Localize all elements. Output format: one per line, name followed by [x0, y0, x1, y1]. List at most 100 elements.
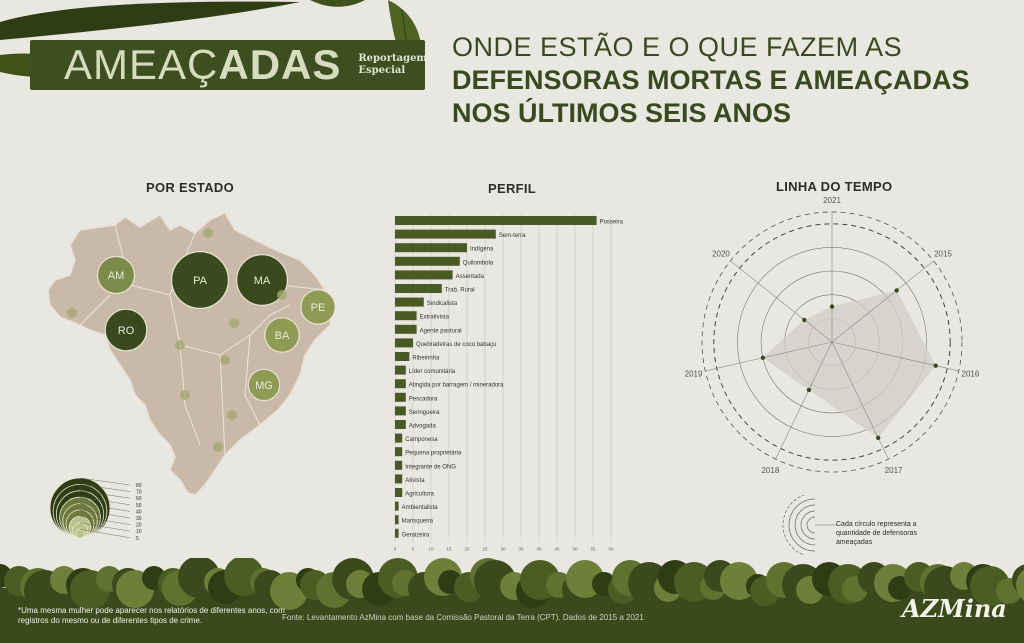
state-dot	[180, 390, 190, 400]
legend-value: 70	[136, 490, 142, 496]
banner-subtitle: Reportagem Especial	[358, 53, 428, 76]
headline-line-1: ONDE ESTÃO E O QUE FAZEM AS	[452, 32, 903, 62]
state-bubble-ba	[264, 317, 300, 353]
bar-label: Seringueira	[409, 410, 440, 416]
timeline-radar-chart: 2021 2015 2016 2017 2018 2019 2020	[685, 196, 980, 475]
bar	[395, 324, 417, 334]
bar-label: Ativista	[405, 478, 425, 484]
radar-point	[894, 288, 899, 293]
state-dot	[175, 340, 185, 350]
bar	[395, 256, 460, 266]
x-tick-label: 10	[428, 546, 434, 551]
legend-value: 5	[136, 536, 139, 542]
state-label-pa: PA	[193, 275, 208, 287]
bar	[395, 365, 406, 375]
state-dot	[277, 290, 287, 300]
bar	[395, 379, 406, 389]
state-dot	[67, 308, 77, 318]
bar	[395, 488, 403, 497]
legend-value: 40	[136, 509, 142, 515]
radar-year-label: 2021	[823, 196, 841, 205]
x-tick-label: 20	[464, 546, 470, 551]
radar-axis	[775, 341, 833, 460]
legend-ring	[806, 516, 816, 534]
radar-area	[762, 290, 936, 438]
bar-label: Camponesa	[405, 437, 438, 443]
radar-axis	[705, 341, 833, 372]
azmina-logo: AZMina	[902, 594, 1007, 623]
x-tick-label: 35	[518, 546, 524, 551]
bar	[395, 284, 442, 293]
x-tick-label: 40	[536, 546, 542, 551]
legend-ring	[788, 498, 816, 552]
legend-value: 80	[136, 483, 142, 489]
x-tick-label: 0	[394, 546, 397, 551]
legend-leader	[79, 490, 131, 499]
profile-section-title: PERFIL	[488, 181, 537, 196]
bar	[395, 406, 406, 416]
state-label-ro: RO	[118, 325, 135, 337]
x-tick-label: 5	[412, 546, 415, 551]
bar-label: Quebradeiras de coco babaçu	[416, 342, 496, 348]
radar-ring-legend	[782, 495, 838, 555]
bar-label: Pescadora	[409, 396, 438, 402]
radar-point	[806, 387, 812, 393]
legend-leader	[79, 497, 131, 505]
legend-leader	[79, 529, 131, 538]
state-bubble-am	[96, 255, 136, 295]
bar	[395, 501, 399, 511]
radar-year-label: 2018	[761, 466, 779, 475]
state-label-am: AM	[108, 270, 125, 282]
x-tick-label: 50	[572, 546, 578, 551]
map-section-title: POR ESTADO	[146, 180, 234, 195]
bar	[395, 447, 403, 457]
source-credit: Fonte: Levantamento AzMina com base da C…	[282, 613, 644, 622]
legend-leader	[79, 484, 131, 492]
headline-line-3: NOS ÚLTIMOS SEIS ANOS	[452, 98, 792, 128]
bar	[395, 297, 424, 307]
state-dot	[229, 318, 239, 328]
x-tick-label: 60	[608, 546, 614, 551]
bar-label: Agricultora	[405, 492, 434, 498]
state-dot	[203, 228, 213, 238]
bar	[395, 474, 403, 484]
radar-year-label: 2020	[712, 249, 730, 258]
bar	[395, 515, 399, 525]
bar-label: Indígena	[470, 247, 494, 253]
radar-year-label: 2016	[962, 370, 980, 379]
legend-value: 60	[136, 496, 142, 502]
radar-year-label: 2015	[934, 249, 952, 258]
bar-label: Extrativista	[420, 315, 450, 321]
radar-point	[933, 363, 938, 368]
legend-leader	[79, 516, 131, 525]
radar-ring	[713, 223, 951, 461]
legend-value: 50	[136, 503, 142, 509]
state-label-ma: MA	[254, 275, 271, 287]
x-tick-label: 15	[446, 546, 452, 551]
legend-ring	[794, 504, 816, 546]
state-bubble-pa	[171, 251, 229, 309]
legend-leader	[79, 477, 131, 486]
bar-label: Pequena proprietária	[405, 451, 462, 457]
legend-leader	[79, 503, 131, 512]
x-tick-label: 45	[554, 546, 560, 551]
bar	[395, 270, 453, 280]
bar-label: Advogada	[409, 424, 437, 430]
bar	[395, 352, 410, 361]
bar-label: Marisqueira	[402, 519, 434, 525]
bar-label: Sindicalista	[427, 301, 458, 307]
radar-axis	[831, 260, 934, 343]
state-bubble-ro	[104, 308, 148, 352]
headline-line-2: DEFENSORAS MORTAS E AMEAÇADAS	[452, 65, 970, 95]
bar	[395, 392, 406, 402]
banner: AMEAÇADAS Reportagem Especial	[30, 40, 428, 90]
radar-point	[802, 317, 807, 323]
tree-crown	[1016, 569, 1024, 601]
bar-label: Integrante de ONG	[405, 464, 456, 470]
bar-label: Posseira	[600, 220, 624, 226]
bar-label: Agente pastoral	[420, 328, 462, 334]
legend-leader	[79, 509, 131, 519]
bar-label: Atingida por barragem / mineradora	[409, 383, 504, 389]
